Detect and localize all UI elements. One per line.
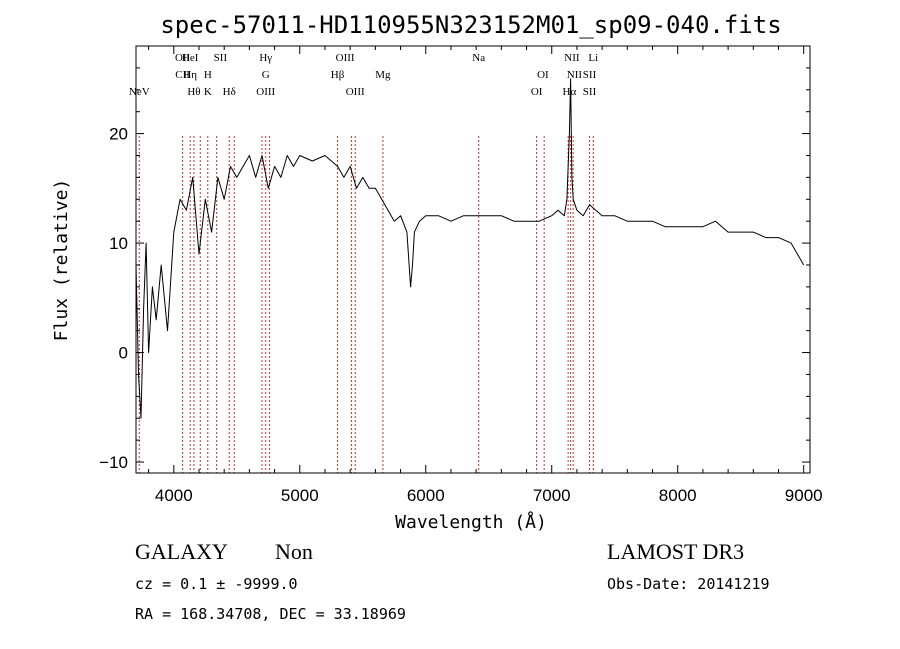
emission-line-label: OI	[531, 86, 543, 98]
emission-line-label: NeV	[129, 86, 150, 98]
y-tick-label: 0	[119, 344, 128, 363]
emission-line-label: Na	[472, 52, 485, 64]
y-tick-label: 20	[109, 125, 128, 144]
x-tick-label: 6000	[407, 486, 445, 505]
survey-name: LAMOST DR3	[607, 539, 744, 564]
object-class: GALAXY	[135, 539, 228, 564]
series-layer	[135, 78, 805, 419]
emission-line-labels: NeVOIICIIHeIHηHθHKSIIHδHγGOIIIOIIIHβOIII…	[129, 52, 598, 98]
emission-line-label: G	[262, 69, 270, 81]
y-axis-ticks: −10 0 10 20	[99, 67, 810, 472]
emission-line-label: OII	[175, 52, 191, 64]
emission-line-label: SII	[214, 52, 228, 64]
emission-line-label: CII	[175, 69, 190, 81]
y-tick-label: 10	[109, 234, 128, 253]
y-tick-label: −10	[99, 453, 128, 472]
x-tick-label: 9000	[785, 486, 823, 505]
x-tick-label: 7000	[533, 486, 571, 505]
emission-line-label: Hθ	[187, 86, 200, 98]
emission-line-markers	[138, 136, 594, 473]
emission-line-label: OI	[537, 69, 549, 81]
y-axis-label: Flux (relative)	[51, 179, 72, 342]
emission-line-label: Li	[588, 52, 598, 64]
observation-date: Obs-Date: 20141219	[607, 575, 770, 593]
subclass: Non	[275, 539, 313, 564]
emission-line-label: H	[204, 69, 212, 81]
emission-line-label: Hβ	[331, 69, 345, 81]
emission-line-label: OIII	[336, 52, 355, 64]
emission-line-label: Hη	[183, 69, 197, 81]
emission-line-label: NII	[567, 69, 583, 81]
redshift-value: cz = 0.1 ± -9999.0	[135, 575, 298, 593]
emission-line-label: NII	[564, 52, 580, 64]
emission-line-label: Hα	[563, 86, 577, 98]
emission-line-label: Mg	[375, 69, 391, 81]
emission-line-label: HeI	[182, 52, 199, 64]
emission-line-label: SII	[583, 69, 597, 81]
chart-title: spec-57011-HD110955N323152M01_sp09-040.f…	[160, 11, 781, 39]
x-tick-label: 5000	[281, 486, 319, 505]
x-axis-label: Wavelength (Å)	[395, 511, 547, 533]
emission-line-label: SII	[583, 86, 597, 98]
emission-line-label: Hδ	[223, 86, 236, 98]
plot-frame	[135, 45, 811, 474]
emission-line-label: Hγ	[259, 52, 272, 64]
emission-line-label: OIII	[256, 86, 275, 98]
x-axis-ticks: 4000 5000 6000 7000 8000 9000	[148, 46, 823, 505]
x-tick-label: 4000	[155, 486, 193, 505]
coordinates: RA = 168.34708, DEC = 33.18969	[135, 605, 406, 623]
emission-line-label: OIII	[346, 86, 365, 98]
x-tick-label: 8000	[659, 486, 697, 505]
emission-line-label: K	[204, 86, 212, 98]
spectrum-line	[135, 78, 805, 419]
